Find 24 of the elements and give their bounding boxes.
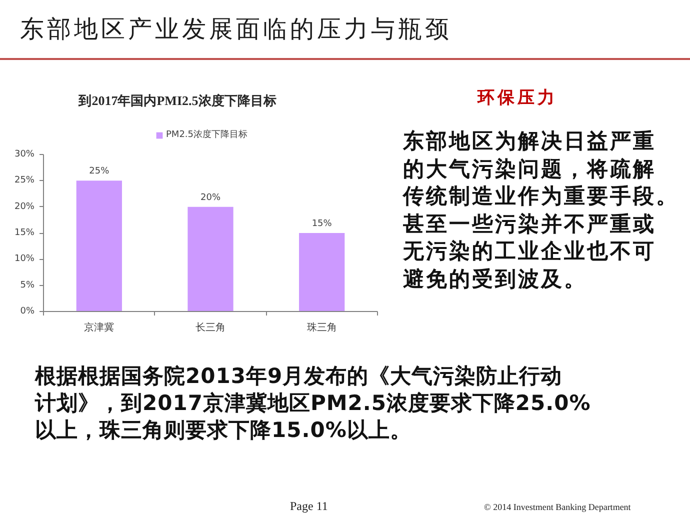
text: 环保压力 bbox=[476, 87, 558, 109]
text: 东部地区为解决日益严重的大气污染问题，将疏解传统制造业作为重要手段。甚至一些污染并不严重或无污染的工业企业也不可避免的受到波及。 bbox=[403, 128, 679, 292]
x-tick-label: 京津冀 bbox=[84, 322, 114, 334]
text: 根据根据国务院2013年9月发布的《大气污染防止行动计划》，到2017京津冀地区PM2.5浓度要求下降25.0%以上，珠三角则要求下降15.0%以上。 bbox=[35, 363, 591, 444]
y-tick-label: 15% bbox=[14, 228, 35, 238]
y-tick-label: 10% bbox=[14, 254, 35, 264]
legend-label: PM2.5浓度下降目标 bbox=[166, 128, 248, 141]
data-label: 25% bbox=[89, 166, 110, 177]
x-tick-label: 珠三角 bbox=[306, 322, 337, 334]
y-tick-label: 0% bbox=[20, 306, 35, 316]
chart-title: 东部地区产业发展面临的压力与瓶颈 bbox=[20, 14, 452, 45]
text: © 2014 Investment Banking Department bbox=[484, 501, 632, 514]
y-tick-label: 20% bbox=[14, 202, 35, 212]
data-label: 20% bbox=[200, 192, 221, 203]
y-tick-label: 30% bbox=[14, 150, 35, 160]
text: Page 11 bbox=[290, 498, 329, 515]
data-label: 15% bbox=[312, 219, 332, 229]
bar bbox=[76, 180, 122, 312]
x-tick-label: 长三角 bbox=[196, 322, 226, 334]
y-tick-label: 5% bbox=[20, 280, 35, 290]
bar bbox=[299, 233, 345, 312]
y-tick-label: 25% bbox=[14, 176, 35, 186]
bar bbox=[188, 206, 234, 312]
chart-subtitle: 到2017年国内PMI2.5浓度下降目标 bbox=[78, 92, 276, 110]
